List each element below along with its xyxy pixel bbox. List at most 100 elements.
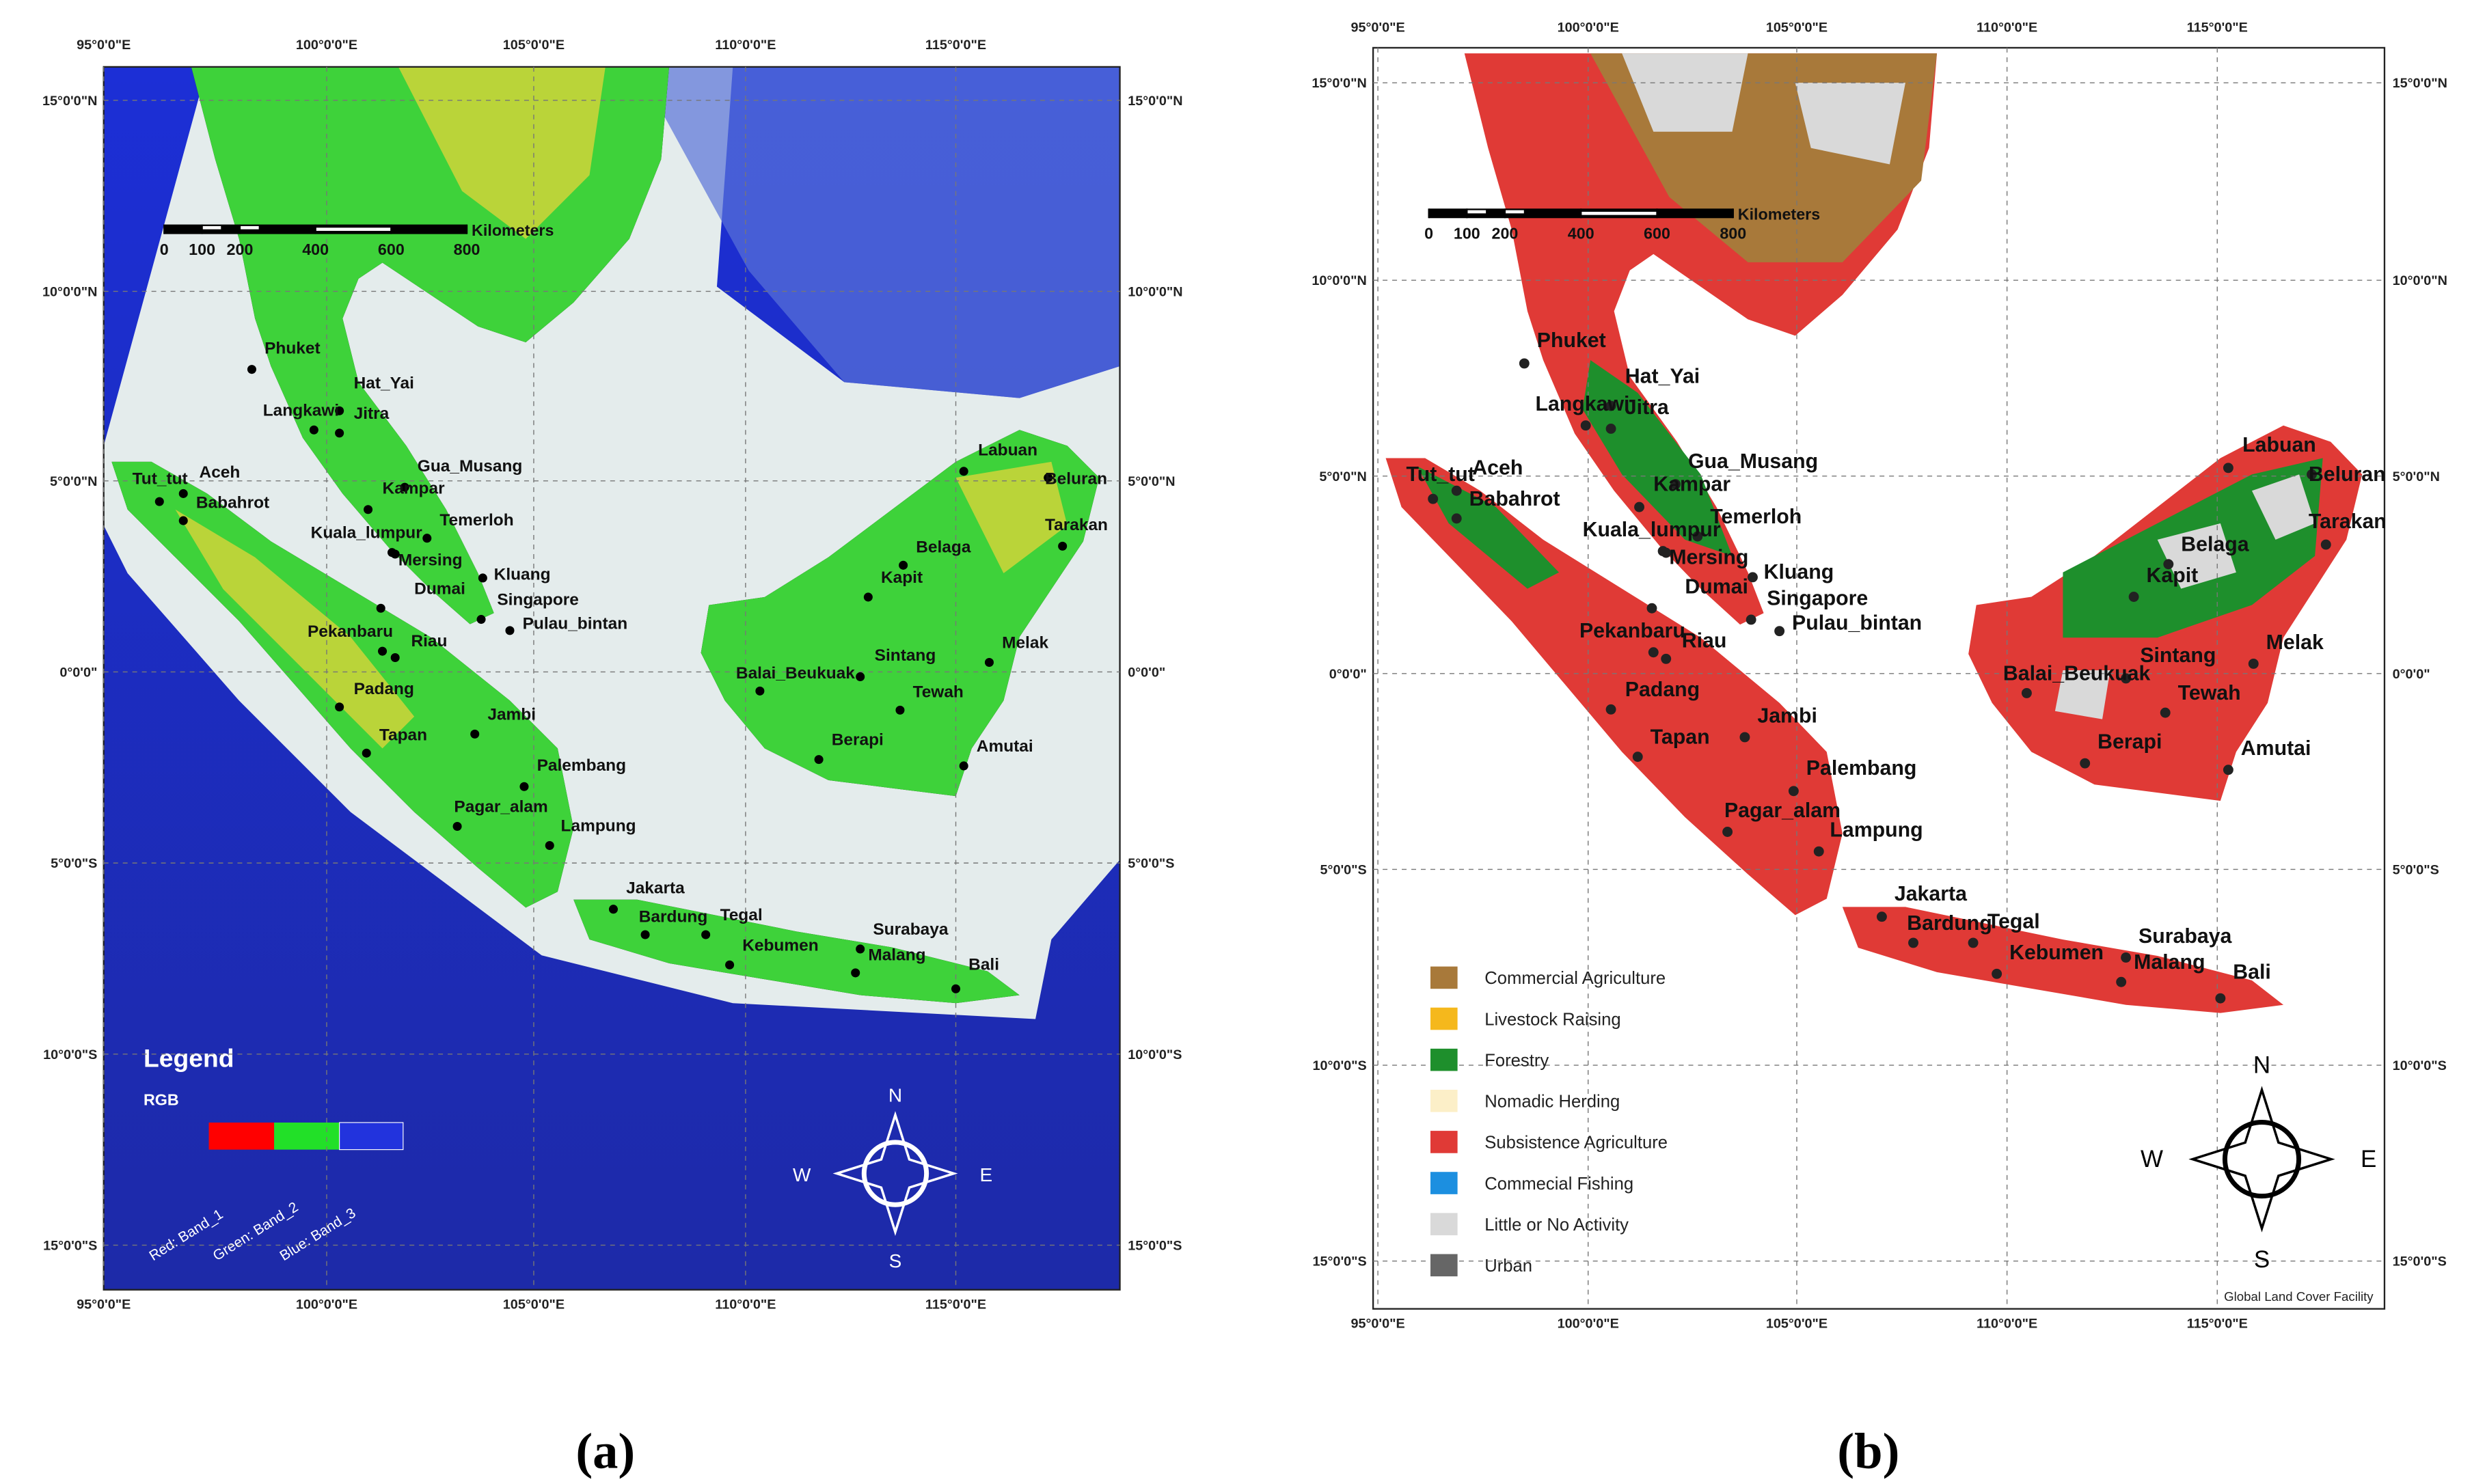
panel-label: (b)	[1837, 1424, 1899, 1480]
city-dot	[899, 560, 908, 570]
city-dot	[1876, 911, 1887, 922]
city-label: Kuala_lumpur	[1583, 519, 1721, 541]
city-dot	[1908, 937, 1918, 948]
city-label: Surabaya	[2138, 925, 2232, 948]
city-dot	[959, 467, 968, 476]
lon-tick-label: 105°0'0"E	[503, 38, 565, 53]
city-dot	[2021, 687, 2032, 698]
lat-tick-label: 5°0'0"S	[1128, 856, 1174, 871]
lat-tick-label: 5°0'0"S	[51, 856, 97, 871]
scale-tick-label: 400	[1568, 225, 1594, 243]
city-dot	[335, 702, 344, 712]
city-label: Temerloh	[439, 511, 513, 530]
city-label: Bardung	[639, 907, 708, 926]
city-dot	[2320, 539, 2331, 550]
city-label: Dumai	[1685, 576, 1748, 599]
city-dot	[1605, 400, 1616, 411]
city-dot	[1774, 626, 1785, 637]
legend-label: Subsistence Agriculture	[1484, 1133, 1668, 1153]
city-label: Bardung	[1907, 912, 1992, 935]
lat-tick-label: 5°0'0"S	[2393, 862, 2439, 877]
lon-tick-label: 100°0'0"E	[296, 38, 357, 53]
city-dot	[364, 505, 373, 514]
lat-tick-label: 10°0'0"N	[2393, 273, 2447, 288]
lat-tick-label: 15°0'0"S	[1128, 1238, 1182, 1253]
city-label: Palembang	[1806, 757, 1917, 780]
city-label: Melak	[2266, 631, 2324, 654]
city-label: Beluran	[1045, 469, 1107, 488]
lat-tick-label: 5°0'0"S	[1320, 862, 1367, 877]
city-dot	[154, 497, 164, 506]
scale-tick-label: 100	[189, 241, 215, 258]
city-label: Singapore	[497, 591, 579, 609]
city-label: Tewah	[913, 683, 964, 702]
lat-tick-label: 0°0'0"	[59, 665, 97, 680]
scale-tick-label: 0	[160, 241, 169, 258]
city-dot	[362, 748, 371, 758]
lon-tick-label: 100°0'0"E	[1558, 1317, 1619, 1332]
city-label: Beluran	[2309, 463, 2386, 486]
city-label: Malang	[868, 946, 925, 964]
city-dot	[335, 428, 344, 438]
city-dot	[1580, 420, 1591, 431]
city-dot	[640, 930, 650, 939]
city-dot	[1451, 513, 1462, 524]
lat-tick-label: 15°0'0"S	[43, 1238, 97, 1253]
city-label: Jambi	[1757, 704, 1817, 727]
city-dot	[701, 930, 711, 939]
lat-tick-label: 5°0'0"N	[1319, 469, 1366, 484]
lat-tick-label: 10°0'0"S	[43, 1047, 97, 1062]
map-a	[103, 66, 1120, 1290]
city-dot	[959, 761, 968, 771]
city-dot	[2215, 993, 2226, 1004]
compass-e: E	[2361, 1146, 2376, 1172]
panel-label: (a)	[575, 1424, 635, 1480]
city-dot	[335, 406, 344, 415]
lon-tick-label: 95°0'0"E	[1350, 1317, 1404, 1332]
lon-tick-label: 110°0'0"E	[715, 38, 776, 53]
lon-tick-label: 100°0'0"E	[296, 1297, 357, 1313]
city-dot	[856, 944, 865, 954]
city-dot	[519, 782, 529, 791]
lat-tick-label: 15°0'0"N	[2393, 76, 2447, 91]
city-label: Labuan	[2242, 434, 2316, 456]
scale-bar-segment	[1504, 210, 1524, 214]
city-label: Kluang	[494, 565, 551, 583]
city-label: Phuket	[1537, 329, 1606, 352]
map-b	[1373, 47, 2385, 1309]
scale-tick-label: 0	[1424, 225, 1433, 243]
legend-swatch	[1430, 1089, 1458, 1112]
city-dot	[851, 968, 860, 978]
city-label: Kuala_lumpur	[311, 524, 423, 542]
city-dot	[725, 960, 735, 970]
lat-tick-label: 15°0'0"N	[1128, 94, 1182, 109]
lat-tick-label: 10°0'0"S	[2393, 1058, 2447, 1073]
scale-bar-segment	[239, 225, 259, 230]
lon-tick-label: 115°0'0"E	[2187, 1317, 2248, 1332]
city-label: Temerloh	[1710, 506, 1802, 528]
compass-ring	[2222, 1120, 2302, 1199]
city-label: Tut_tut	[133, 469, 188, 488]
lon-tick-label: 100°0'0"E	[1558, 20, 1619, 36]
city-label: Sintang	[875, 646, 936, 665]
city-label: Berapi	[832, 731, 884, 750]
compass-ring	[861, 1140, 929, 1207]
lat-tick-label: 0°0'0"	[1329, 667, 1367, 682]
city-label: Kapit	[881, 568, 923, 587]
city-dot	[452, 821, 462, 832]
compass-w: W	[793, 1164, 811, 1185]
lon-tick-label: 105°0'0"E	[1766, 1317, 1828, 1332]
city-label: Mersing	[398, 551, 463, 569]
compass-n: N	[2253, 1052, 2270, 1079]
city-label: Belaga	[916, 538, 971, 557]
city-dot	[1428, 493, 1439, 504]
city-dot	[2128, 592, 2139, 602]
city-label: Melak	[1002, 634, 1048, 652]
lat-tick-label: 15°0'0"N	[42, 94, 97, 109]
city-label: Jakarta	[1895, 883, 1968, 905]
city-label: Pagar_alam	[1724, 799, 1841, 822]
legend-swatch	[1430, 1213, 1458, 1235]
city-label: Pulau_bintan	[523, 615, 628, 633]
scale-bar-segment	[1581, 211, 1657, 215]
